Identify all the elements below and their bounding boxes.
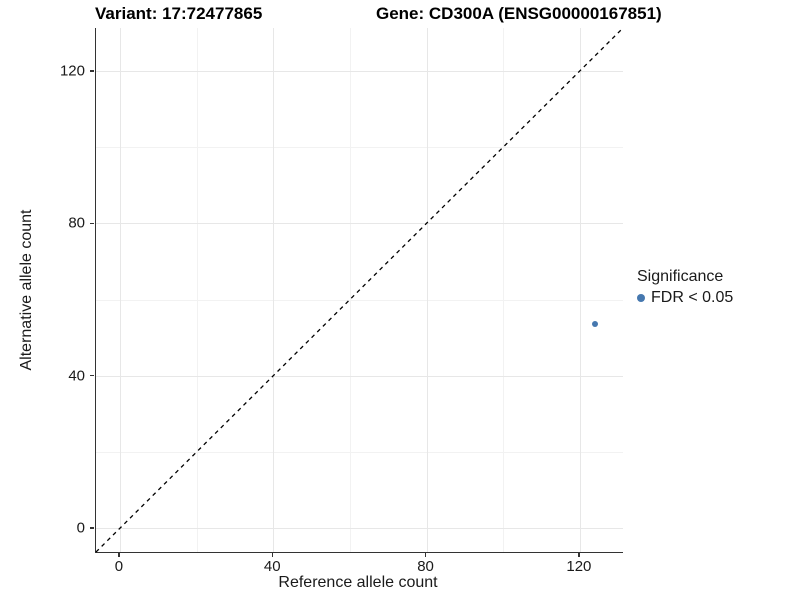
y-axis-tick-label: 120 bbox=[59, 62, 85, 80]
x-axis-tick-label: 120 bbox=[566, 558, 592, 575]
gridline-minor-horizontal bbox=[96, 147, 623, 149]
y-axis-tick bbox=[89, 70, 94, 72]
gridline-major-vertical bbox=[426, 28, 428, 552]
gridline-minor-horizontal bbox=[96, 299, 623, 301]
legend-title: Significance bbox=[637, 268, 724, 285]
y-axis-tick bbox=[89, 527, 94, 529]
legend-entry-label: FDR < 0.05 bbox=[651, 289, 734, 306]
plot-title-variant: Variant: 17:72477865 bbox=[95, 4, 263, 23]
legend: Significance FDR < 0.05 bbox=[637, 268, 733, 307]
identity-dashed-line bbox=[95, 27, 624, 553]
data-point bbox=[592, 321, 599, 328]
x-axis-tick bbox=[424, 553, 427, 557]
gridline-major-vertical bbox=[273, 28, 275, 552]
gridline-major-horizontal bbox=[96, 528, 623, 530]
legend-entry: FDR < 0.05 bbox=[637, 289, 733, 307]
gridline-minor-vertical bbox=[349, 28, 351, 552]
gridline-major-vertical bbox=[119, 28, 121, 552]
x-axis-title: Reference allele count bbox=[278, 574, 438, 591]
y-axis-tick bbox=[89, 374, 94, 377]
x-axis-tick bbox=[578, 553, 580, 557]
x-axis-tick-label: 40 bbox=[263, 558, 281, 575]
y-axis-tick-label: 40 bbox=[68, 367, 85, 385]
x-axis-tick bbox=[271, 553, 273, 557]
plot-title-gene: Gene: CD300A (ENSG00000167851) bbox=[376, 4, 662, 23]
gridline-minor-horizontal bbox=[96, 451, 623, 453]
plot-panel bbox=[95, 27, 624, 553]
x-axis-tick-label: 0 bbox=[114, 558, 124, 575]
gridline-minor-vertical bbox=[503, 28, 505, 552]
gridline-major-horizontal bbox=[96, 375, 623, 377]
x-axis-tick bbox=[118, 553, 120, 557]
gridline-major-vertical bbox=[579, 28, 581, 552]
y-axis-tick-label: 80 bbox=[68, 214, 85, 232]
gridline-minor-vertical bbox=[196, 28, 198, 552]
x-axis-tick-label: 80 bbox=[417, 558, 434, 575]
gridline-major-horizontal bbox=[96, 223, 623, 225]
y-axis-tick bbox=[89, 222, 94, 225]
y-axis-tick-label: 0 bbox=[76, 519, 85, 537]
gridline-major-horizontal bbox=[96, 70, 623, 72]
y-axis-title: Alternative allele count bbox=[18, 209, 35, 371]
legend-point-icon bbox=[637, 294, 645, 302]
